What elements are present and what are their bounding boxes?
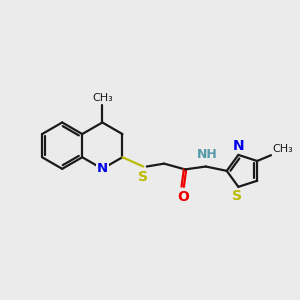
Text: N: N <box>97 162 108 175</box>
Text: NH: NH <box>197 148 218 161</box>
Text: CH₃: CH₃ <box>92 93 113 103</box>
Text: O: O <box>177 190 189 204</box>
Text: N: N <box>232 139 244 153</box>
Text: S: S <box>232 189 242 203</box>
Text: CH₃: CH₃ <box>272 144 293 154</box>
Text: S: S <box>138 170 148 184</box>
